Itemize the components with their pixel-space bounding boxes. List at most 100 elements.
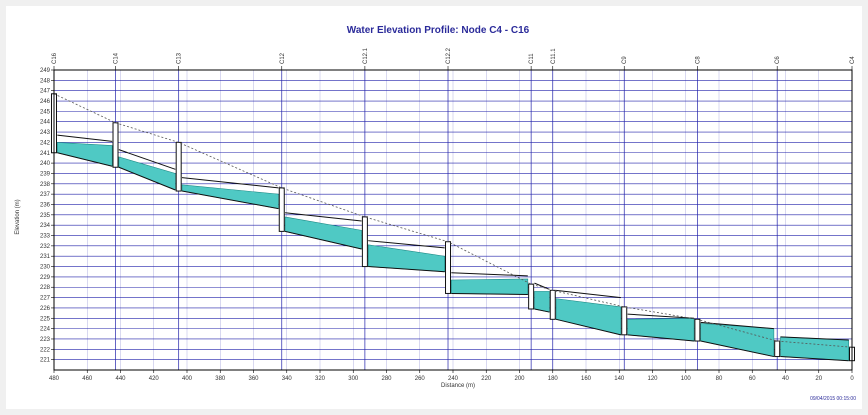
manhole [175, 141, 182, 192]
y-tick-label: 231 [40, 254, 51, 260]
x-tick-label: 160 [581, 376, 592, 382]
x-tick-label: 460 [82, 376, 93, 382]
water-fill-group [57, 142, 849, 362]
x-tick-label: 380 [215, 376, 226, 382]
y-tick-label: 244 [40, 120, 51, 126]
x-tick-label: 60 [749, 376, 756, 382]
node-label-group: C16 C14 C13 C12 C12.1 C12.2 C11 C11.1 C9 C8 C6 C4 [52, 47, 856, 70]
y-tick-label: 241 [40, 151, 51, 157]
manhole [112, 122, 119, 168]
x-tick-label: 80 [716, 376, 723, 382]
plot-area [53, 69, 853, 371]
ground-line [53, 93, 853, 348]
y-tick-label: 224 [40, 327, 51, 333]
pipe-invert-line [118, 166, 176, 191]
y-tick-label: 225 [40, 316, 51, 322]
y-tick-label: 247 [40, 89, 51, 95]
y-tick-label: 226 [40, 306, 51, 312]
water-fill [700, 323, 775, 357]
node-label: C13 [177, 52, 183, 64]
x-tick-label: 180 [548, 376, 559, 382]
pipe-invert-line [627, 334, 695, 342]
pipe-invert-line [534, 308, 550, 313]
x-tick-label: 300 [348, 376, 359, 382]
pipe-invert-line [700, 340, 774, 358]
y-tick-label: 235 [40, 213, 51, 219]
x-tick-label: 120 [647, 376, 658, 382]
y-tick-label: 243 [40, 130, 51, 136]
pipe-crown-line [181, 177, 279, 189]
pipe-crown-line [118, 149, 176, 170]
pipe-crown-line [57, 134, 113, 142]
y-tick-label: 232 [40, 244, 51, 250]
node-label: C11.1 [551, 48, 557, 64]
water-fill [181, 184, 279, 209]
x-tick-label: 220 [481, 376, 492, 382]
pipe-invert-line [57, 152, 113, 167]
y-tick-label: 239 [40, 171, 51, 177]
x-tick-group: 480 460 440 420 400 380 360 340 320 300 280 260 240 2… [49, 370, 854, 382]
y-tick-label: 237 [40, 192, 51, 198]
water-elevation-profile-chart: Water Elevation Profile: Node C4 - C16 C… [15, 25, 856, 402]
pipe-line-group [57, 134, 849, 362]
ground-line-group [53, 93, 853, 348]
pipe-invert-line [555, 318, 622, 336]
x-axis-label: Distance (m) [441, 383, 475, 389]
node-label: C11 [529, 53, 535, 64]
node-label: C14 [114, 52, 120, 64]
water-fill [284, 216, 362, 250]
y-tick-label: 228 [40, 285, 51, 291]
node-label: C8 [695, 56, 701, 64]
y-tick-label: 242 [40, 140, 51, 146]
y-tick-label: 240 [40, 161, 51, 167]
x-tick-label: 40 [782, 376, 789, 382]
node-label: C6 [775, 56, 781, 64]
x-tick-label: 440 [115, 376, 126, 382]
timestamp-label: 09/04/2015 00:15:00 [810, 396, 856, 402]
y-axis-label: Elevation (m) [15, 199, 21, 234]
x-tick-label: 320 [315, 376, 326, 382]
y-tick-label: 246 [40, 99, 51, 105]
x-tick-label: 480 [49, 376, 60, 382]
pipe-invert-line [780, 356, 849, 362]
pipe-crown-line [556, 289, 621, 299]
chart-window: Water Elevation Profile: Node C4 - C16 C… [6, 6, 862, 409]
node-label: C9 [622, 56, 628, 64]
manhole [278, 187, 285, 232]
node-label: C12.1 [363, 47, 369, 64]
y-tick-label: 234 [40, 223, 51, 229]
y-tick-label: 229 [40, 275, 51, 281]
y-tick-label: 233 [40, 234, 51, 240]
x-tick-label: 260 [415, 376, 426, 382]
manhole [528, 283, 535, 310]
y-tick-label: 230 [40, 265, 51, 271]
y-tick-label: 222 [40, 347, 51, 353]
x-tick-label: 100 [681, 376, 692, 382]
pipe-crown-line [534, 282, 550, 290]
x-tick-label: 200 [514, 376, 525, 382]
x-tick-label: 0 [850, 376, 854, 382]
manhole [361, 216, 368, 268]
x-tick-label: 420 [149, 376, 160, 382]
x-tick-label: 240 [448, 376, 459, 382]
pipe-crown-line [368, 240, 445, 249]
y-tick-label: 238 [40, 182, 51, 188]
x-tick-label: 400 [182, 376, 193, 382]
manhole [621, 306, 628, 336]
x-tick-label: 20 [815, 376, 822, 382]
pipe-invert-line [181, 190, 279, 210]
node-label: C4 [850, 56, 856, 64]
x-tick-label: 280 [381, 376, 392, 382]
pipe-crown-line [285, 212, 362, 222]
water-fill [451, 278, 529, 295]
y-tick-label: 248 [40, 78, 51, 84]
y-tick-group: 221 222 223 224 225 226 227 228 229 230 231 232 233 2… [40, 68, 54, 364]
manhole [549, 289, 556, 320]
pipe-invert-line [368, 266, 445, 273]
y-tick-label: 245 [40, 109, 51, 115]
y-tick-label: 221 [40, 358, 51, 364]
x-tick-label: 140 [614, 376, 625, 382]
y-tick-label: 249 [40, 68, 51, 74]
x-tick-label: 340 [282, 376, 293, 382]
pipe-invert-line [451, 292, 528, 295]
